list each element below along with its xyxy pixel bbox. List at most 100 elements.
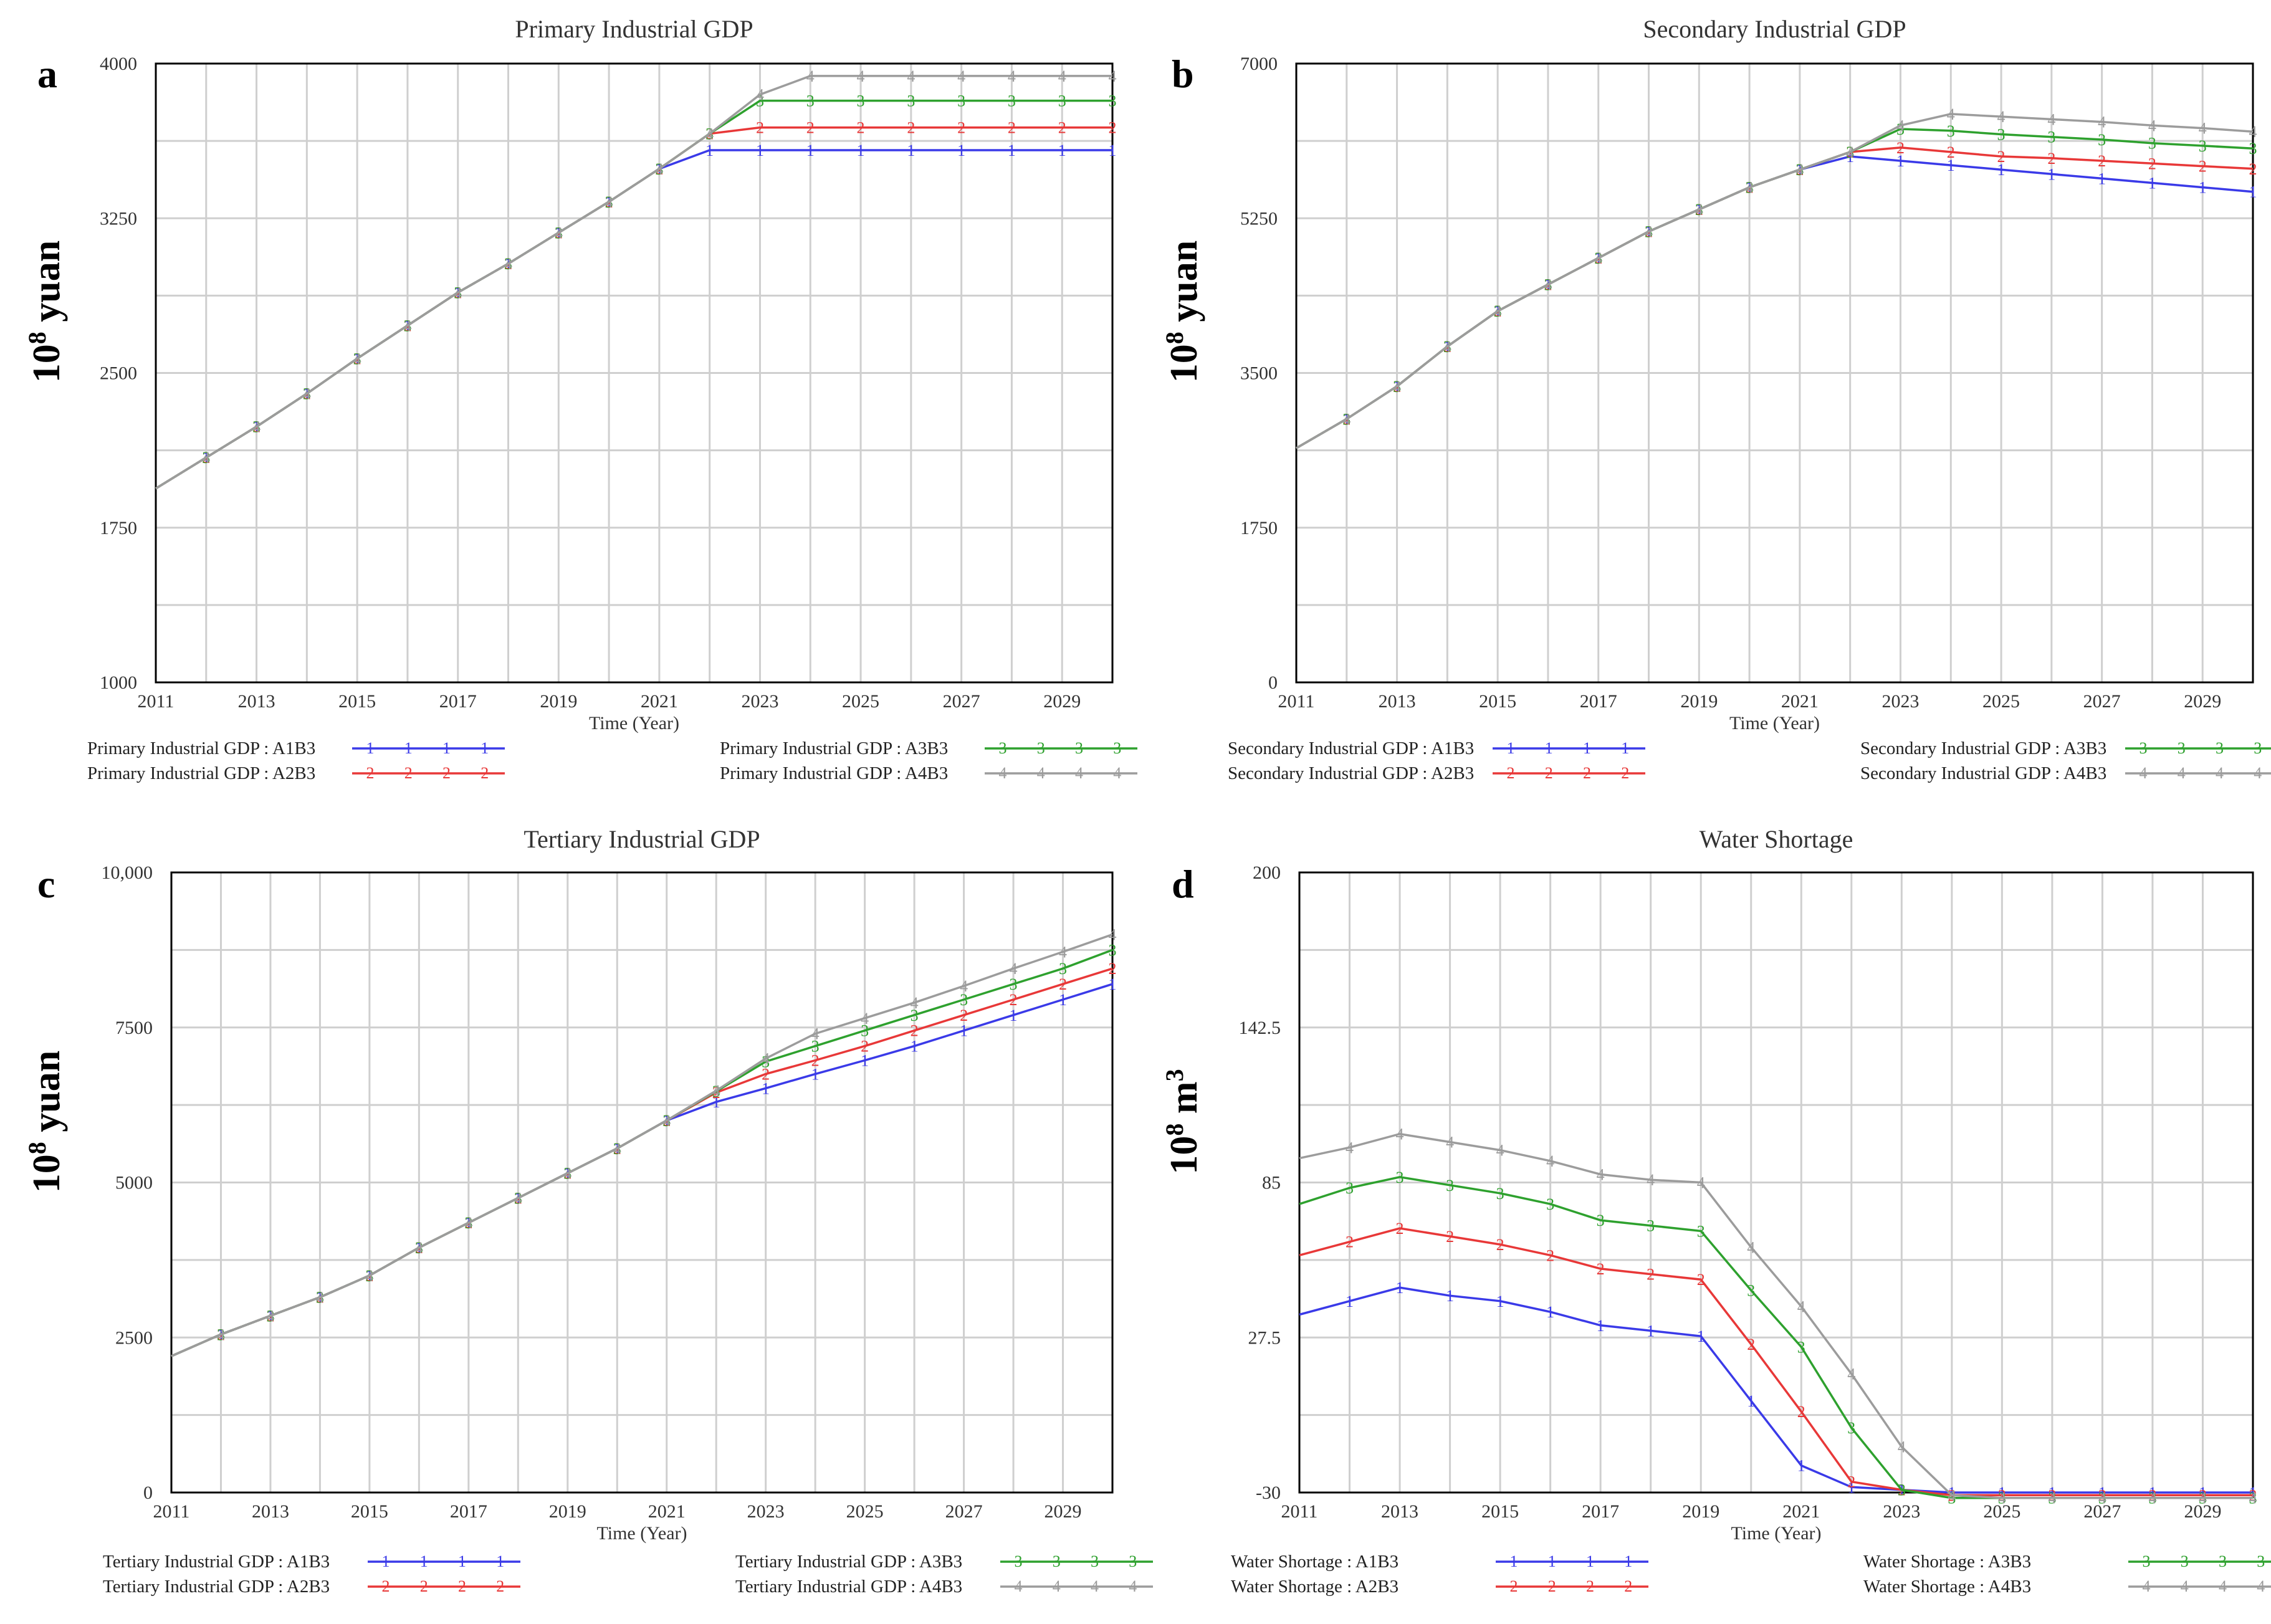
data-point-A2B3: 2: [2098, 152, 2106, 170]
y-tick-label: 85: [1262, 1173, 1281, 1193]
x-tick-label: 2021: [648, 1501, 686, 1522]
data-point-A4B3: 4: [1647, 1171, 1655, 1189]
x-tick-label: 2013: [252, 1501, 289, 1522]
legend-marker: 4: [2143, 1577, 2151, 1595]
legend-marker: 2: [382, 1577, 390, 1595]
data-point-A4B3: 4: [806, 67, 815, 85]
data-point-A4B3: 4: [1109, 926, 1117, 944]
legend-marker: 4: [1015, 1577, 1023, 1595]
data-point-A1B3: 1: [712, 1093, 720, 1111]
data-point-A1B3: 1: [907, 141, 915, 160]
legend-marker: 4: [1075, 764, 1083, 782]
legend-marker: 1: [1586, 1552, 1594, 1570]
x-axis-label: Time (Year): [589, 713, 679, 733]
series-line-A1B3: [1296, 155, 2254, 449]
data-point-A4B3: 4: [1795, 161, 1804, 179]
legend-marker: 4: [1053, 1577, 1061, 1595]
y-tick-label: 7000: [1240, 54, 1278, 74]
data-point-A2B3: 2: [2199, 1486, 2207, 1504]
legend-entry-A1B3: Water Shortage : A1B3 1 1 1 1: [1231, 1552, 1648, 1572]
legend-marker: 1: [420, 1552, 428, 1570]
data-point-A2B3: 2: [2047, 150, 2055, 168]
x-tick-label: 2011: [153, 1501, 190, 1522]
y-tick-label: 5000: [115, 1173, 153, 1193]
x-tick-label: 2029: [2184, 691, 2221, 712]
x-tick-label: 2023: [1881, 691, 1919, 712]
x-tick-label: 2025: [846, 1501, 884, 1522]
data-point-A1B3: 1: [2047, 165, 2055, 183]
data-point-A2B3: 2: [1597, 1260, 1605, 1278]
data-point-A3B3: 3: [2098, 131, 2106, 149]
data-point-A2B3: 2: [1947, 143, 1955, 161]
data-point-A3B3: 3: [1647, 1217, 1655, 1235]
data-point-A4B3: 4: [1594, 249, 1602, 267]
x-tick-label: 2017: [439, 691, 477, 712]
data-point-A2B3: 2: [2148, 155, 2156, 173]
legend-marker: 2: [1583, 764, 1591, 782]
legend-entry-A3B3: Primary Industrial GDP : A3B3 3 3 3 3: [720, 738, 1137, 758]
chart-title: Water Shortage: [1700, 825, 1853, 853]
legend-label: Primary Industrial GDP : A4B3: [720, 763, 948, 783]
legend-marker: 3: [1037, 739, 1045, 757]
legend-entry-A1B3: Secondary Industrial GDP : A1B3 1 1 1 1: [1228, 738, 1645, 758]
data-point-A1B3: 1: [1697, 1327, 1705, 1345]
legend-entry-A2B3: Tertiary Industrial GDP : A2B3 2 2 2 2: [103, 1577, 520, 1597]
data-point-A4B3: 4: [2047, 110, 2055, 128]
data-point-A3B3: 3: [1346, 1179, 1354, 1197]
series-line-A1B3: [1299, 1286, 2253, 1494]
data-point-A4B3: 4: [662, 1112, 671, 1130]
panel-d: Water Shortage d 108 m3 -30 27.5 85 142.5 200 20…: [1160, 825, 2271, 1597]
data-point-A4B3: 4: [1997, 108, 2006, 126]
data-point-A4B3: 4: [605, 193, 613, 211]
legend-marker: 3: [1053, 1552, 1061, 1570]
data-point-A1B3: 1: [2249, 183, 2257, 201]
legend-label: Tertiary Industrial GDP : A3B3: [735, 1552, 962, 1572]
data-point-A4B3: 4: [1747, 1238, 1755, 1256]
data-point-A2B3: 2: [2048, 1486, 2056, 1504]
data-point-A1B3: 1: [1597, 1317, 1605, 1335]
legend-marker: 4: [2181, 1577, 2189, 1595]
legend-marker: 2: [1621, 764, 1629, 782]
data-point-A1B3: 1: [1346, 1292, 1354, 1311]
legend-entry-A4B3: Tertiary Industrial GDP : A4B3 4 4 4 4: [735, 1577, 1153, 1597]
data-point-A1B3: 1: [1797, 1457, 1805, 1475]
data-point-A4B3: 4: [1746, 179, 1754, 197]
data-point-A1B3: 1: [1546, 1303, 1554, 1321]
legend-marker: 3: [999, 739, 1007, 757]
x-tick-label: 2027: [943, 691, 980, 712]
legend-label: Tertiary Industrial GDP : A1B3: [103, 1552, 330, 1572]
data-point-A1B3: 1: [2098, 170, 2106, 188]
legend-marker: 4: [1037, 764, 1045, 782]
legend-marker: 1: [1583, 739, 1591, 757]
x-tick-label: 2015: [338, 691, 376, 712]
panel-letter: a: [37, 52, 57, 96]
legend-marker: 4: [2254, 764, 2262, 782]
panel-a: Primary Industrial GDP a 108 yuan 1000 1750 2…: [23, 15, 1137, 783]
y-tick-label: 1750: [100, 518, 137, 538]
series-line-A4B3: [1299, 1132, 2253, 1499]
x-tick-label: 2021: [1781, 691, 1819, 712]
data-point-A4B3: 4: [303, 385, 311, 403]
x-tick-label: 2019: [1680, 691, 1718, 712]
chart-title: Tertiary Industrial GDP: [524, 825, 760, 853]
x-axis-label: Time (Year): [1729, 713, 1820, 733]
data-point-A4B3: 4: [1010, 960, 1018, 978]
data-point-A4B3: 4: [712, 1082, 720, 1100]
legend-marker: 4: [2257, 1577, 2265, 1595]
plot-frame: [170, 871, 1114, 1494]
legend-marker: 2: [366, 764, 375, 782]
data-point-A4B3: 4: [514, 1189, 522, 1207]
data-point-A4B3: 4: [1597, 1166, 1605, 1184]
legend-marker: 2: [1586, 1577, 1594, 1595]
data-point-A4B3: 4: [613, 1140, 621, 1158]
data-point-A1B3: 1: [806, 141, 815, 160]
x-tick-label: 2015: [1481, 1501, 1519, 1522]
y-axis-label: 108 yuan: [23, 1051, 68, 1193]
series-line-A4B3: [171, 933, 1113, 1357]
legend-marker: 2: [496, 1577, 504, 1595]
data-point-A4B3: 4: [762, 1050, 770, 1068]
data-point-A2B3: 2: [756, 119, 764, 137]
data-point-A3B3: 3: [1396, 1168, 1404, 1187]
y-tick-label: 1000: [100, 672, 137, 693]
data-point-A4B3: 4: [911, 994, 919, 1012]
